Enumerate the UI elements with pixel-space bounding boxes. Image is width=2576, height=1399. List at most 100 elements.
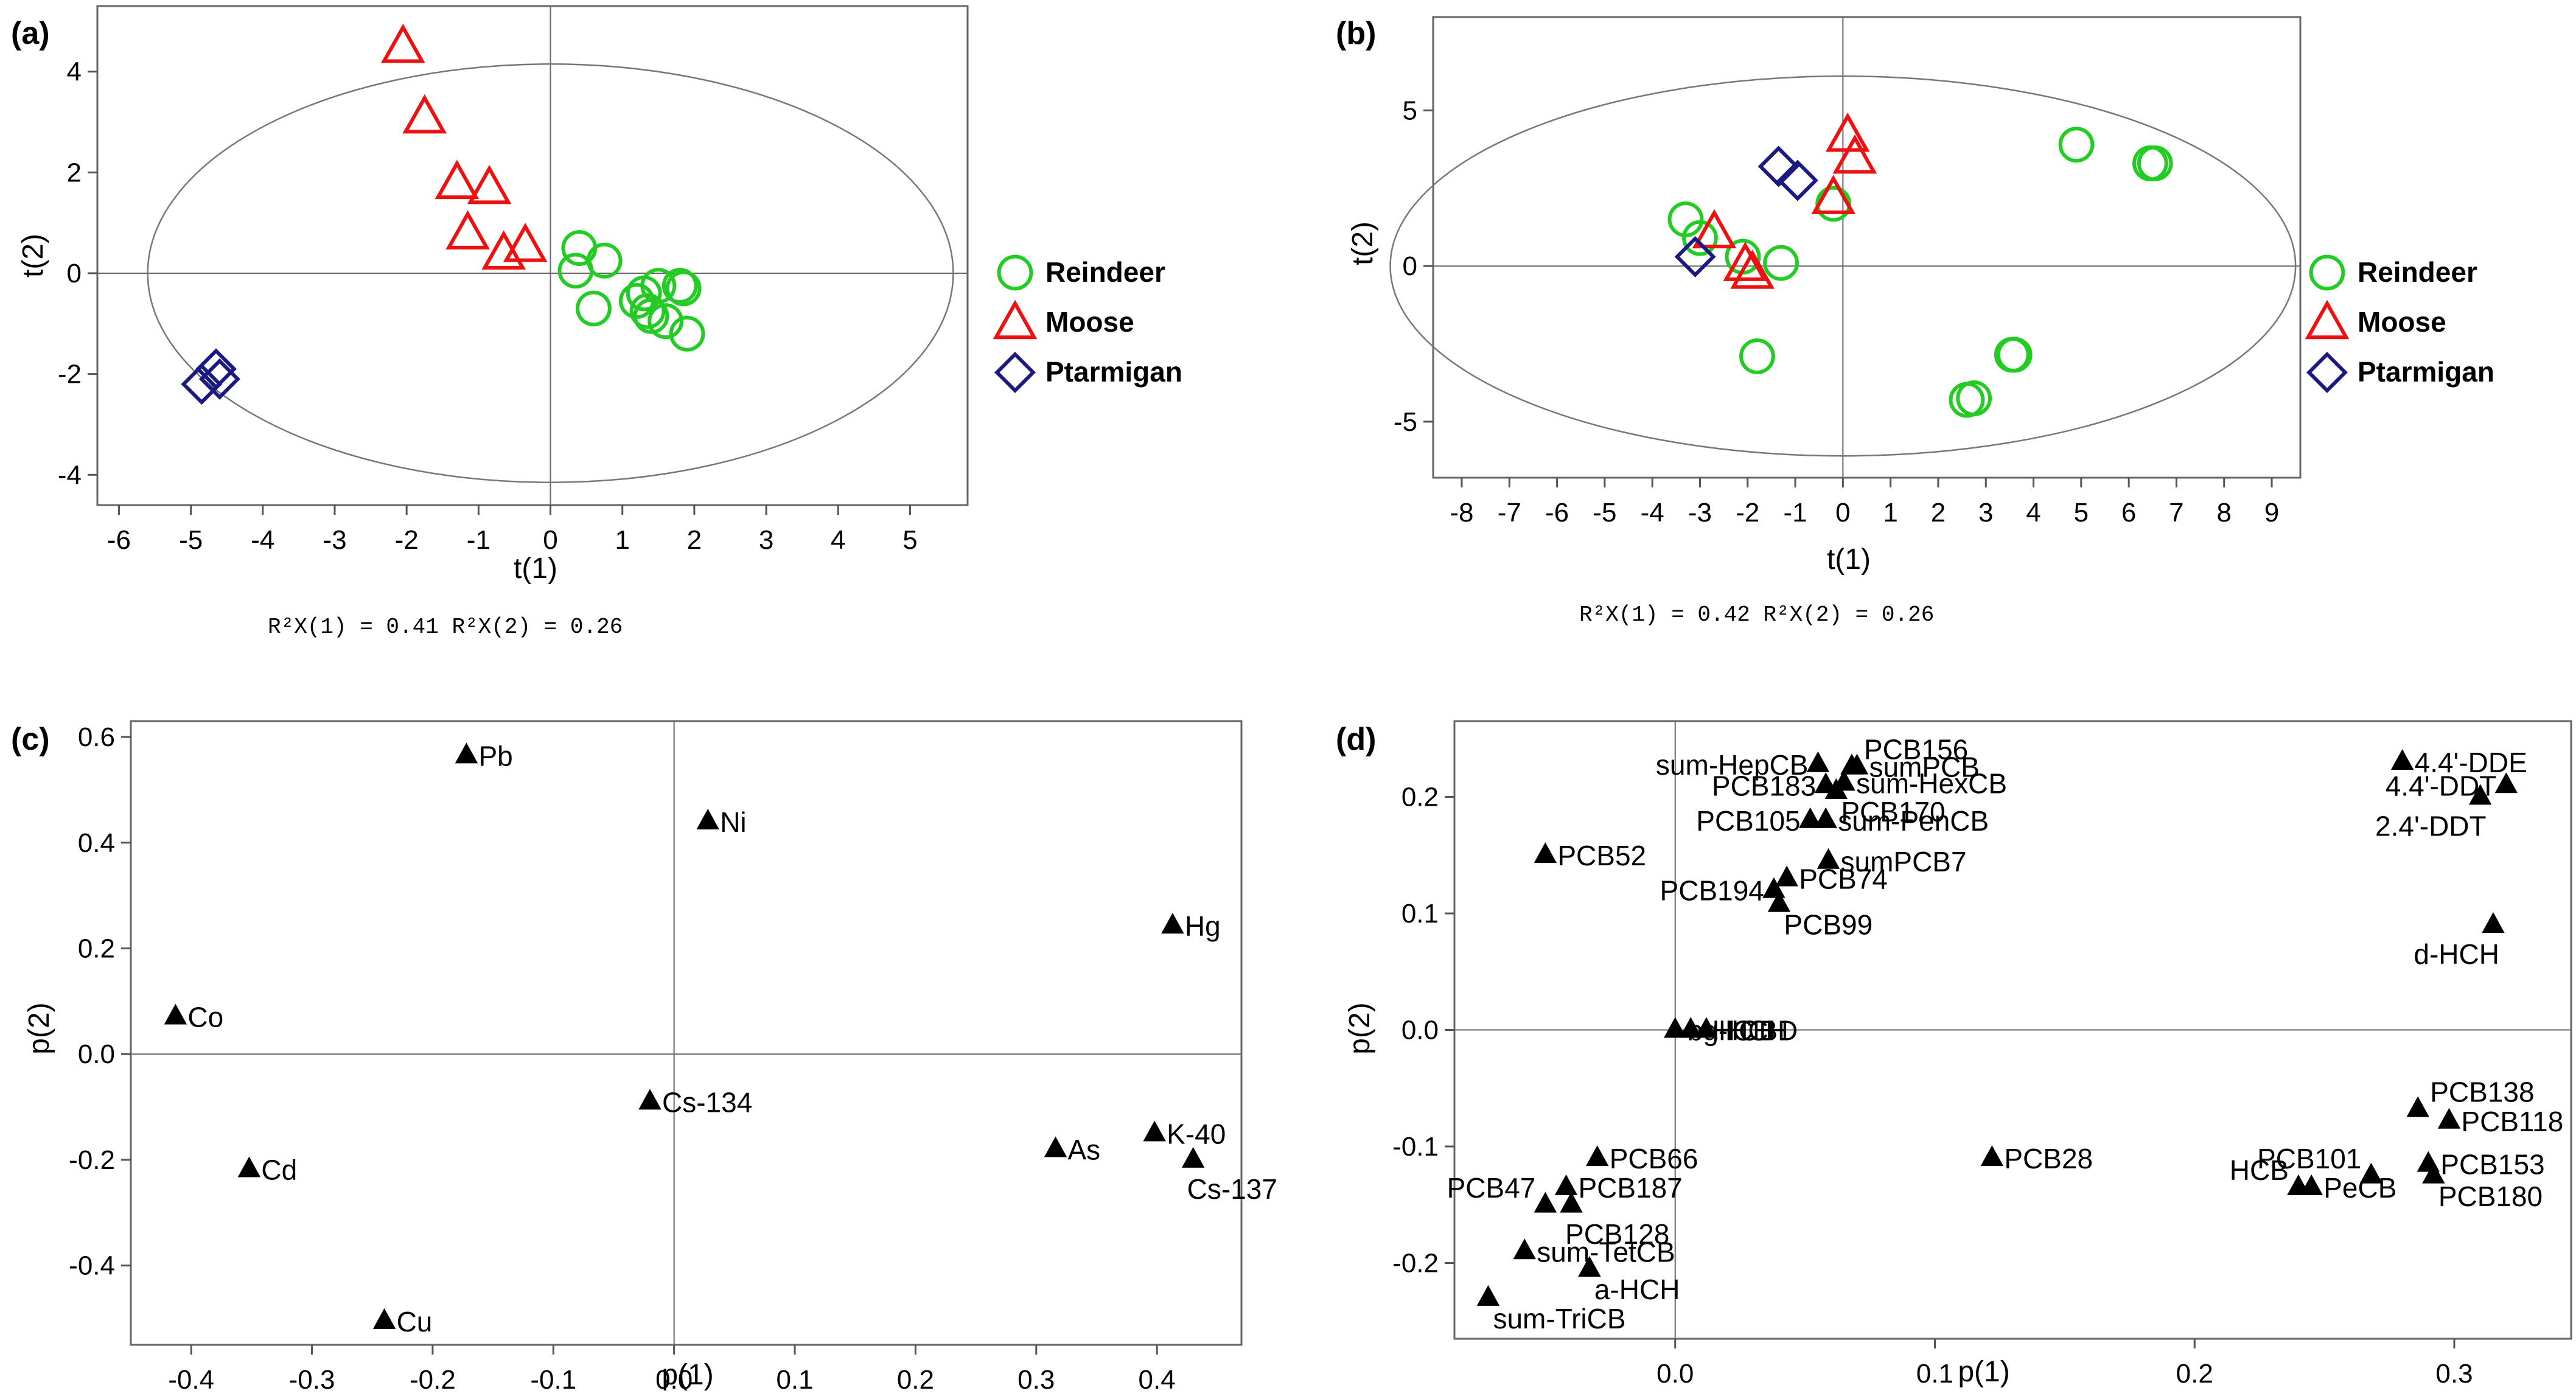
loading-point — [2359, 1162, 2383, 1184]
loading-label: PCB105 — [1696, 805, 1800, 837]
x-tick-label: 2 — [687, 525, 702, 555]
x-tick-label: 0 — [1835, 498, 1850, 528]
x-tick-label: -8 — [1450, 498, 1473, 528]
data-point-reindeer — [1739, 338, 1775, 374]
plot-frame — [1432, 16, 2302, 479]
loading-label: HCB — [2230, 1154, 2289, 1186]
loading-point — [1695, 1017, 1718, 1038]
loading-label: PCB170 — [1841, 796, 1945, 828]
loading-label: As — [1068, 1134, 1101, 1166]
loading-label: K-40 — [1167, 1118, 1226, 1150]
loading-label: Hg — [1185, 910, 1221, 942]
loading-label: 4.4'-DDE — [2415, 747, 2527, 778]
loading-label: Cs-137 — [1187, 1173, 1277, 1205]
loading-point — [164, 1003, 187, 1025]
loading-point — [1534, 842, 1557, 863]
y-axis-title: p(2) — [23, 1002, 55, 1054]
x-tick-label: -1 — [467, 525, 490, 555]
x-tick-label: 1 — [615, 525, 629, 555]
y-tick-label: -0.1 — [1392, 1132, 1439, 1162]
data-point-moose — [1723, 242, 1768, 281]
y-tick-label: 0 — [67, 259, 82, 288]
loading-point — [2390, 748, 2414, 770]
x-tick-label: 0 — [543, 525, 557, 555]
explained-variance-footnote: R²X(1) = 0.41 R²X(2) = 0.26 — [268, 615, 623, 640]
loading-label: sum-PenCB — [1838, 805, 1989, 837]
data-point-ptarmigan — [181, 363, 223, 405]
loading-point — [1664, 1017, 1687, 1038]
loading-label: PCB138 — [2430, 1076, 2534, 1108]
x-axis-title: p(1) — [661, 1359, 713, 1391]
panel-a-score-plot: -6 -5 -4 -3 -2 -1 0 1 2 3 4 5 -4 -2 0 2 4 t(1) t(2) (a) Rein… — [11, 5, 1182, 640]
x-tick-label: 5 — [2074, 498, 2089, 528]
loading-point — [1143, 1120, 1166, 1142]
panel-label: (b) — [1336, 16, 1376, 51]
x-tick-label: 3 — [759, 525, 773, 555]
data-point-reindeer — [2058, 127, 2095, 163]
x-tick-label: 8 — [2216, 498, 2231, 528]
data-point-reindeer — [665, 270, 702, 307]
x-tick-label: 0.1 — [1916, 1359, 1953, 1389]
loading-label: sumPCB7 — [1841, 846, 1967, 877]
loading-label: sum-TetCB — [1537, 1236, 1675, 1268]
data-point-moose — [467, 164, 512, 204]
loading-label: PCB156 — [1864, 734, 1968, 766]
data-point-reindeer — [1682, 220, 1718, 256]
loading-point — [1814, 807, 1837, 828]
loading-point — [2468, 784, 2492, 805]
x-tick-label: -0.4 — [168, 1365, 214, 1395]
panel-b-score-plot: -8 -7 -6 -5 -4 -3 -2 -1 0 1 2 3 4 5 6 7 8 9 -5 0 5 t(1) t(2) (b… — [1336, 16, 2494, 627]
loading-point — [1824, 778, 1848, 799]
loading-label: Ni — [720, 806, 746, 838]
x-tick-label: -0.2 — [410, 1365, 456, 1395]
loading-label: a-HCH — [1594, 1274, 1680, 1305]
x-tick-label: 6 — [2121, 498, 2136, 528]
x-tick-label: -6 — [1545, 498, 1569, 528]
x-tick-label: 0.3 — [2435, 1359, 2473, 1389]
data-point-reindeer — [661, 268, 698, 304]
loading-point — [1534, 1191, 1557, 1213]
data-point-moose — [435, 159, 480, 200]
y-tick-label: 0.1 — [1401, 899, 1439, 929]
loading-point — [1798, 807, 1822, 828]
loading-point — [1679, 1017, 1703, 1038]
y-tick-label: -0.2 — [1392, 1249, 1439, 1279]
loading-point — [455, 742, 478, 764]
loading-point — [2494, 772, 2518, 794]
y-axis-title: t(2) — [1347, 222, 1379, 265]
x-tick-label: 0.0 — [1656, 1359, 1694, 1389]
legend-label-ptarmigan: Ptarmigan — [2358, 356, 2494, 388]
x-tick-label: 0.4 — [1139, 1365, 1176, 1395]
loading-label: Cd — [261, 1154, 297, 1186]
data-point-reindeer — [1815, 186, 1852, 222]
loading-label: g-HCH — [1703, 1015, 1789, 1047]
loading-label: sum-HexCB — [1856, 768, 2007, 800]
x-axis-title: t(1) — [514, 553, 557, 585]
data-point-ptarmigan — [1776, 159, 1818, 201]
x-tick-label: 0.1 — [776, 1365, 813, 1395]
loading-point — [1845, 753, 1869, 775]
loading-label: Cs-134 — [662, 1086, 752, 1118]
loading-label: sumPCB — [1869, 752, 1979, 783]
x-tick-label: -3 — [1688, 498, 1712, 528]
x-tick-label: -5 — [1593, 498, 1616, 528]
loading-point — [2422, 1162, 2445, 1184]
y-tick-label: 0 — [1403, 251, 1417, 281]
loading-point — [1554, 1174, 1578, 1195]
loading-label: PCB153 — [2440, 1149, 2544, 1181]
y-tick-label: 0.2 — [1401, 782, 1439, 812]
loading-point — [237, 1156, 261, 1177]
x-tick-label: 7 — [2169, 498, 2183, 528]
loading-point — [1775, 865, 1798, 887]
data-point-moose — [1692, 209, 1737, 249]
loading-point — [1817, 848, 1840, 869]
x-tick-label: 3 — [1978, 498, 1993, 528]
loading-label: PCB66 — [1610, 1143, 1698, 1174]
x-tick-label: 4 — [831, 525, 845, 555]
loading-label: Pb — [478, 740, 512, 772]
loading-point — [2406, 1096, 2429, 1117]
loading-label: sum-TriCB — [1493, 1303, 1625, 1334]
hotelling-ellipse — [1389, 75, 2297, 457]
y-tick-label: -2 — [58, 360, 82, 389]
data-point-reindeer — [1996, 337, 2033, 373]
